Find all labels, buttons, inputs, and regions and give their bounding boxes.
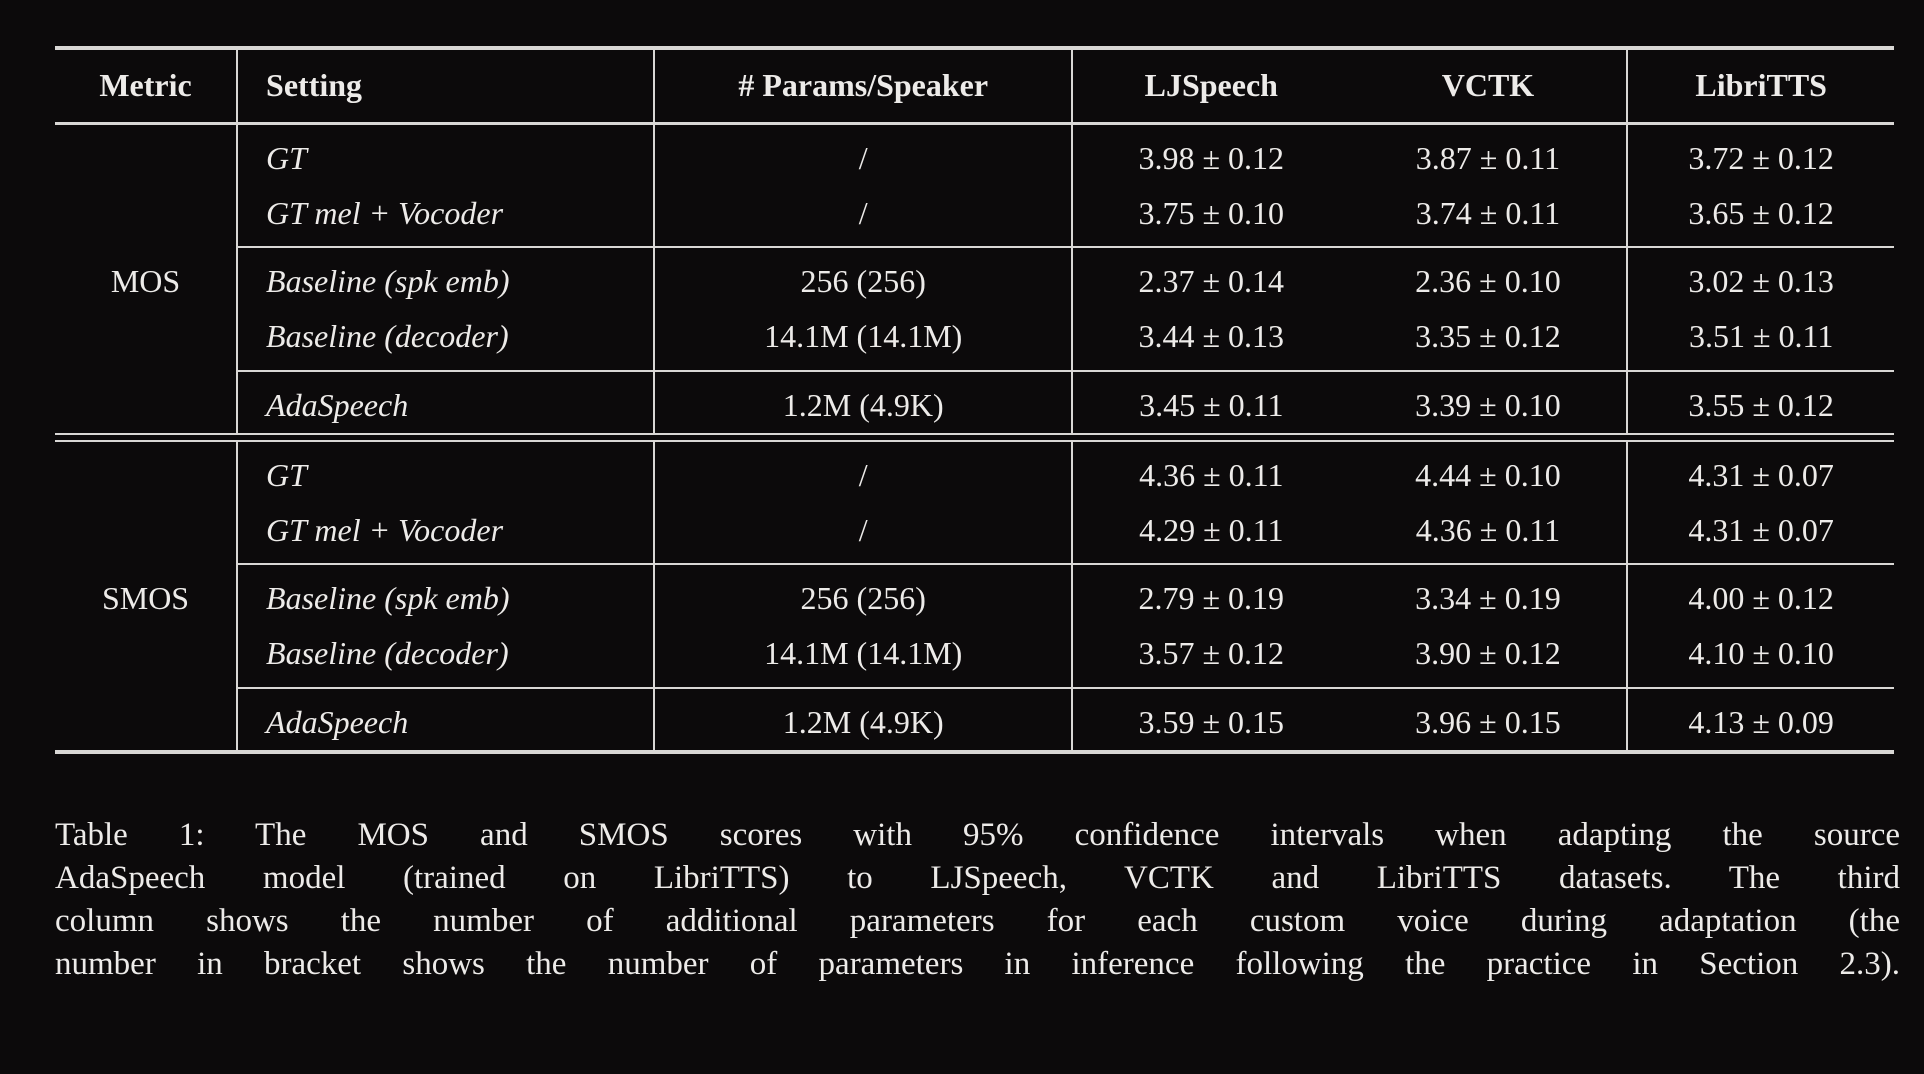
params-cell: / — [654, 440, 1073, 503]
caption-line: Table 1: The MOS and SMOS scores with 95… — [55, 816, 1900, 853]
ljspeech-cell: 3.57 ± 0.12 — [1071, 626, 1350, 689]
table-row: AdaSpeech 1.2M (4.9K) 3.45 ± 0.11 3.39 ±… — [55, 370, 1894, 434]
table-row: Baseline (decoder) 14.1M (14.1M) 3.57 ± … — [55, 626, 1894, 689]
setting-cell: Baseline (spk emb) — [237, 564, 656, 627]
col-header-vctk: VCTK — [1349, 48, 1629, 125]
ljspeech-cell: 4.29 ± 0.11 — [1071, 502, 1350, 566]
ljspeech-cell: 2.37 ± 0.14 — [1138, 263, 1285, 300]
setting-cell: AdaSpeech — [237, 687, 656, 752]
table-row: GT mel + Vocoder / 4.29 ± 0.11 4.36 ± 0.… — [55, 502, 1894, 566]
ljspeech-cell: 3.75 ± 0.10 — [1071, 185, 1350, 249]
setting-cell: GT mel + Vocoder — [237, 502, 656, 566]
libritts-cell: 4.31 ± 0.07 — [1688, 456, 1834, 493]
col-header-setting: Setting — [237, 48, 656, 125]
vctk-cell: 3.35 ± 0.12 — [1349, 309, 1629, 372]
libritts-cell: 4.00 ± 0.12 — [1688, 580, 1834, 617]
params-cell: 1.2M (4.9K) — [654, 370, 1073, 434]
col-header-metric: Metric — [55, 48, 239, 125]
setting-cell: GT mel + Vocoder — [237, 185, 656, 249]
ljspeech-cell: 3.45 ± 0.11 — [1139, 386, 1284, 423]
table-row: Baseline (spk emb) 256 (256) 2.79 ± 0.19… — [55, 564, 1894, 627]
ljspeech-cell: 3.44 ± 0.13 — [1071, 309, 1350, 372]
section-divider — [55, 432, 1894, 442]
table-row: AdaSpeech 1.2M (4.9K) 3.59 ± 0.15 3.96 ±… — [55, 687, 1894, 752]
params-cell: / — [654, 123, 1073, 186]
ljspeech-cell: 3.59 ± 0.15 — [1138, 703, 1285, 740]
table-row: Baseline (decoder) 14.1M (14.1M) 3.44 ± … — [55, 309, 1894, 372]
caption-line: AdaSpeech model (trained on LibriTTS) to… — [55, 859, 1900, 896]
params-cell: 1.2M (4.9K) — [654, 687, 1073, 752]
setting-cell: Baseline (decoder) — [237, 626, 656, 689]
vctk-cell: 3.74 ± 0.11 — [1349, 185, 1629, 249]
vctk-cell: 2.36 ± 0.10 — [1349, 247, 1629, 310]
params-cell: / — [654, 502, 1073, 566]
setting-cell: GT — [237, 123, 656, 186]
setting-cell: GT — [237, 440, 656, 503]
libritts-cell: 4.10 ± 0.10 — [1627, 626, 1894, 689]
params-cell: 256 (256) — [654, 247, 1073, 310]
setting-cell: Baseline (decoder) — [237, 309, 656, 372]
vctk-cell: 3.87 ± 0.11 — [1349, 123, 1629, 186]
results-table: Metric Setting # Params/Speaker LJSpeech… — [55, 46, 1894, 754]
metric-label-smos: SMOS — [55, 440, 239, 752]
libritts-cell: 4.13 ± 0.09 — [1688, 703, 1834, 740]
header-row: Metric Setting # Params/Speaker LJSpeech… — [55, 48, 1894, 125]
params-cell: / — [654, 185, 1073, 249]
table-row: GT mel + Vocoder / 3.75 ± 0.10 3.74 ± 0.… — [55, 185, 1894, 249]
table-row: Baseline (spk emb) 256 (256) 2.37 ± 0.14… — [55, 247, 1894, 310]
vctk-cell: 3.90 ± 0.12 — [1349, 626, 1629, 689]
vctk-cell: 3.34 ± 0.19 — [1349, 564, 1629, 627]
table-caption: Table 1: The MOS and SMOS scores with 95… — [55, 814, 1900, 986]
libritts-cell: 4.31 ± 0.07 — [1627, 502, 1894, 566]
vctk-cell: 4.44 ± 0.10 — [1349, 440, 1629, 503]
setting-cell: AdaSpeech — [237, 370, 656, 434]
params-cell: 14.1M (14.1M) — [654, 626, 1073, 689]
libritts-cell: 3.55 ± 0.12 — [1688, 386, 1834, 423]
libritts-cell: 3.51 ± 0.11 — [1627, 309, 1894, 372]
table-row: SMOS GT / 4.36 ± 0.11 4.44 ± 0.10 4.31 ±… — [55, 440, 1894, 752]
libritts-cell: 3.65 ± 0.12 — [1627, 185, 1894, 249]
col-header-params: # Params/Speaker — [654, 48, 1073, 125]
col-header-libritts: LibriTTS — [1627, 48, 1894, 125]
ljspeech-cell: 3.98 ± 0.12 — [1138, 139, 1285, 176]
params-cell: 14.1M (14.1M) — [654, 309, 1073, 372]
table-row: MOS GT / 3.98 ± 0.12 3.87 ± 0.11 3.72 ± … — [55, 123, 1894, 434]
params-cell: 256 (256) — [654, 564, 1073, 627]
ljspeech-cell: 4.36 ± 0.11 — [1139, 456, 1284, 493]
vctk-cell: 4.36 ± 0.11 — [1349, 502, 1629, 566]
col-header-ljspeech: LJSpeech — [1071, 48, 1350, 125]
caption-line: number in bracket shows the number of pa… — [55, 945, 1900, 982]
vctk-cell: 3.39 ± 0.10 — [1349, 370, 1629, 434]
vctk-cell: 3.96 ± 0.15 — [1349, 687, 1629, 752]
caption-line: column shows the number of additional pa… — [55, 902, 1900, 939]
setting-cell: Baseline (spk emb) — [237, 247, 656, 310]
metric-label-mos: MOS — [55, 123, 239, 434]
ljspeech-cell: 2.79 ± 0.19 — [1138, 580, 1285, 617]
libritts-cell: 3.02 ± 0.13 — [1688, 263, 1834, 300]
libritts-cell: 3.72 ± 0.12 — [1688, 139, 1834, 176]
